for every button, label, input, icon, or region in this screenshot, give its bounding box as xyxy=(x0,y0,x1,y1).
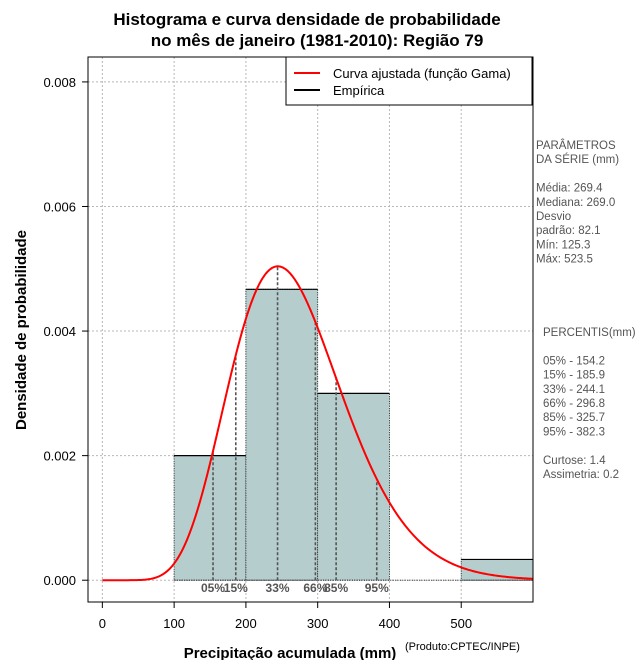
series-param-line-5: Desvio xyxy=(536,211,571,223)
percentis-line-3: 15% - 185.9 xyxy=(543,370,605,382)
y-tick-label-0: 0.000 xyxy=(43,573,76,588)
series-param-line-3: Média: 269.4 xyxy=(536,183,603,195)
series-param-line-1: DA SÉRIE (mm) xyxy=(536,153,619,166)
series-param-line-4: Mediana: 269.0 xyxy=(536,197,615,209)
percentis-line-10: Assimetria: 0.2 xyxy=(543,469,619,481)
legend-label-empirical: Empírica xyxy=(333,83,385,98)
x-tick-label-5: 500 xyxy=(450,616,472,631)
percentis-line-9: Curtose: 1.4 xyxy=(543,455,606,467)
percentis-line-0: PERCENTIS(mm) xyxy=(543,327,636,339)
legend: Curva ajustada (função Gama) Empírica xyxy=(285,56,533,106)
y-axis: 0.000 0.002 0.004 0.006 0.008 xyxy=(43,75,89,588)
series-param-line-8: Máx: 523.5 xyxy=(536,254,593,266)
series-parameters-panel: PARÂMETROS DA SÉRIE (mm) Média: 269.4 Medi… xyxy=(536,139,619,266)
series-param-line-0: PARÂMETROS xyxy=(536,139,616,152)
legend-box xyxy=(285,56,533,106)
percentile-label-85%: 85% xyxy=(324,581,348,595)
series-param-line-7: Mín: 125.3 xyxy=(536,239,590,251)
histogram-bar-0 xyxy=(173,455,247,581)
percentis-line-5: 66% - 296.8 xyxy=(543,398,605,410)
series-param-line-6: padrão: 82.1 xyxy=(536,225,601,237)
y-tick-label-4: 0.008 xyxy=(43,75,76,90)
percentis-line-2: 05% - 154.2 xyxy=(543,355,605,367)
x-tick-label-3: 300 xyxy=(307,616,329,631)
percentile-markers: 05%15% 33% 66%85% 95% xyxy=(201,266,389,595)
gamma-curve-group xyxy=(102,265,534,582)
x-axis-label: Precipitação acumulada (mm) xyxy=(184,645,397,660)
histogram-bars xyxy=(173,288,534,581)
x-tick-label-2: 200 xyxy=(235,616,257,631)
x-axis: 0 100 200 300 400 500 xyxy=(99,601,472,631)
percentile-label-95%: 95% xyxy=(365,581,389,595)
x-tick-label-1: 100 xyxy=(163,616,185,631)
y-axis-label: Densidade de probabilidade xyxy=(13,230,30,430)
chart-title-line-2: no mês de janeiro (1981-2010): Região 79 xyxy=(151,31,484,50)
percentis-line-4: 33% - 244.1 xyxy=(543,384,605,396)
percentis-line-6: 85% - 325.7 xyxy=(543,412,605,424)
chart-title-line-1: Histograma e curva densidade de probabil… xyxy=(113,10,500,29)
percentile-label-15%: 15% xyxy=(224,581,248,595)
y-tick-label-3: 0.006 xyxy=(43,199,76,214)
histogram-bar-2 xyxy=(317,392,390,581)
percentiles-panel: PERCENTIS(mm) 05% - 154.2 15% - 185.9 33% -… xyxy=(543,327,636,481)
x-tick-label-4: 400 xyxy=(379,616,401,631)
histogram-bar-1 xyxy=(245,288,319,581)
percentile-label-33%: 33% xyxy=(266,581,290,595)
legend-label-fitted: Curva ajustada (função Gama) xyxy=(333,66,511,81)
x-tick-label-0: 0 xyxy=(99,616,106,631)
gamma-density-curve xyxy=(102,265,534,582)
y-tick-label-2: 0.004 xyxy=(43,324,76,339)
product-credit: (Produto:CPTEC/INPE) xyxy=(405,641,520,653)
percentile-label-05%: 05% xyxy=(201,581,225,595)
chart-title: Histograma e curva densidade de probabil… xyxy=(113,10,500,50)
percentile-label-66%: 66% xyxy=(303,581,327,595)
y-tick-label-1: 0.002 xyxy=(43,449,76,464)
percentis-line-7: 95% - 382.3 xyxy=(543,426,605,438)
